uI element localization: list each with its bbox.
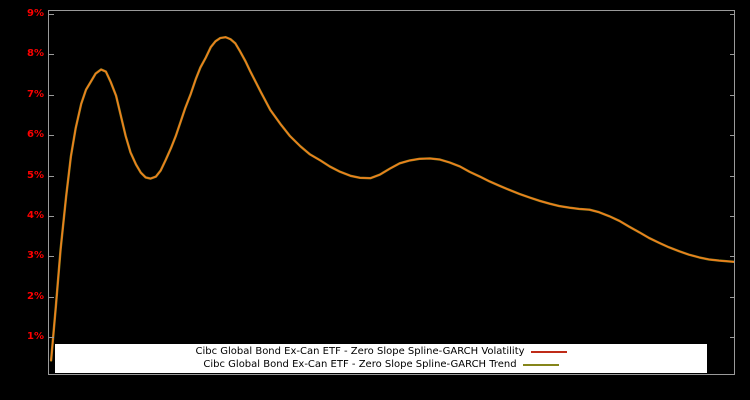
legend-label-volatility: Cibc Global Bond Ex-Can ETF - Zero Slope… [195,346,525,357]
y-tick-mark [730,54,735,56]
y-tick-mark [49,14,54,15]
legend: Cibc Global Bond Ex-Can ETF - Zero Slope… [55,344,707,373]
legend-label-trend: Cibc Global Bond Ex-Can ETF - Zero Slope… [203,359,517,370]
y-tick-mark [730,337,735,339]
legend-line-sample-trend [522,364,559,366]
y-tick-mark [730,256,735,258]
y-tick-label: 3% [27,250,44,262]
y-tick-mark [49,175,54,177]
plot-svg [49,36,734,362]
y-tick-label: 9% [27,8,44,19]
y-tick-mark [730,216,735,217]
y-tick-mark [730,296,735,298]
y-tick-label: 8% [27,48,44,60]
y-tick-mark [49,256,54,258]
y-tick-label: 5% [27,169,44,181]
y-tick-label: 2% [27,290,44,302]
y-tick-mark [49,94,54,96]
y-tick-mark [49,337,54,339]
y-tick-mark [49,216,54,217]
legend-item-volatility: Cibc Global Bond Ex-Can ETF - Zero Slope… [55,346,707,358]
y-tick-mark [730,175,735,177]
plot-area [48,10,735,375]
y-tick-mark [49,296,54,298]
y-tick-mark [730,94,735,96]
y-tick-mark [730,135,735,137]
trend-line [49,36,734,362]
y-tick-label: 6% [27,129,44,141]
y-tick-mark [49,135,54,137]
y-tick-mark [49,54,54,56]
y-tick-label: 4% [27,210,44,221]
y-tick-label: 7% [27,88,44,100]
y-tick-label: 1% [27,331,44,343]
legend-line-sample-volatility [530,351,567,353]
legend-item-trend: Cibc Global Bond Ex-Can ETF - Zero Slope… [55,359,707,371]
y-tick-mark [730,14,735,15]
volatility-line [50,36,734,362]
